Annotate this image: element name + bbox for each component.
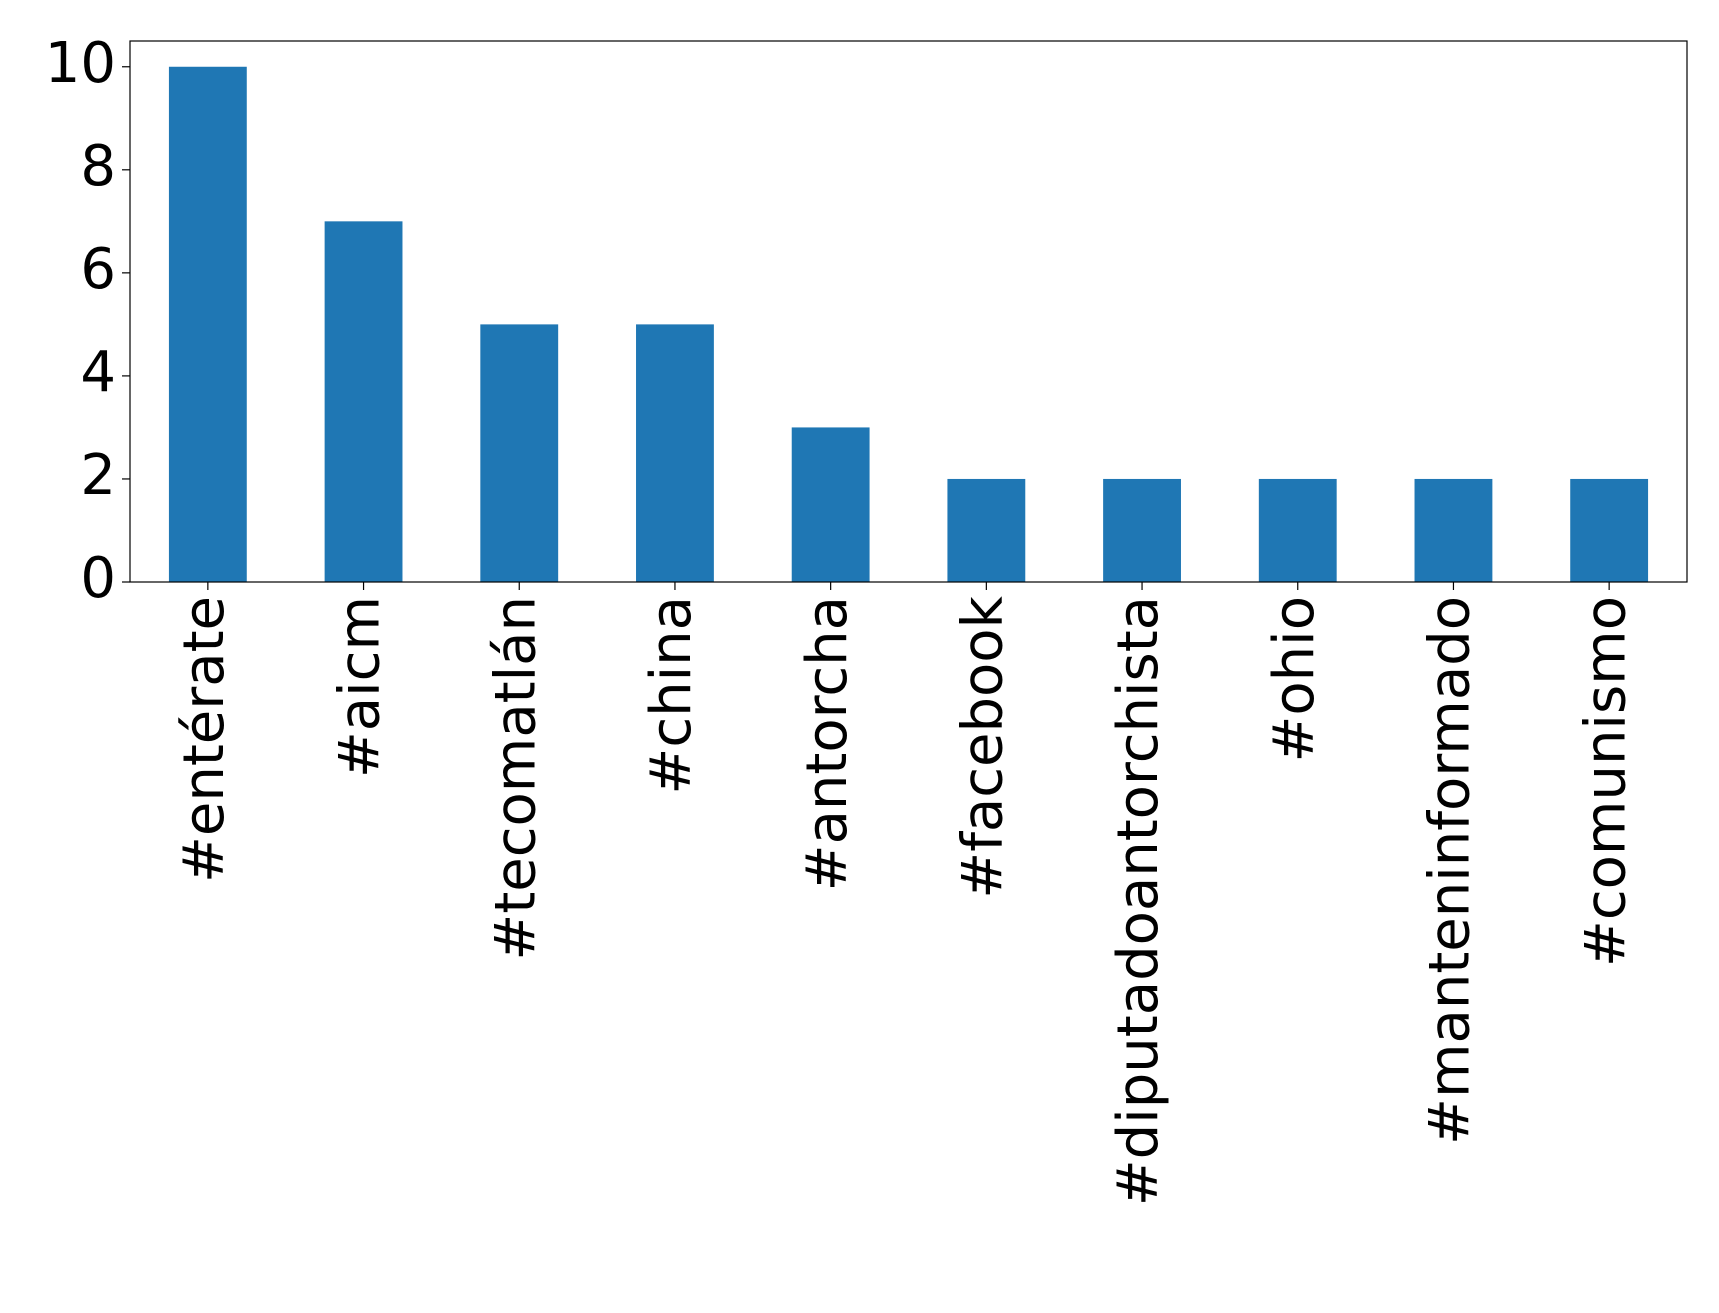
bar [168, 66, 247, 582]
bar [324, 221, 403, 583]
x-tick-label: #entérate [172, 596, 237, 883]
bar [636, 324, 714, 582]
bar [947, 478, 1026, 582]
plot-frame [129, 40, 1688, 583]
x-tick-label: #ohio [1262, 596, 1327, 763]
bar [1570, 478, 1649, 582]
x-tick-label: #china [639, 596, 704, 795]
bar [480, 324, 559, 582]
x-tick-label: #aicm [328, 596, 393, 778]
y-tick-label: 4 [80, 340, 116, 405]
bar [1414, 478, 1493, 582]
y-tick-label: 8 [80, 134, 116, 199]
y-tick-label: 0 [80, 546, 116, 611]
bar [1258, 478, 1337, 582]
x-tick-label: #tecomatlán [483, 596, 548, 961]
x-tick-label: #manteninformado [1418, 596, 1483, 1145]
y-tick-label: 10 [45, 31, 116, 96]
y-tick-label: 6 [80, 237, 116, 302]
bar [1103, 478, 1181, 582]
x-tick-label: #facebook [950, 595, 1015, 898]
x-tick-label: #antorcha [795, 596, 860, 891]
y-tick-label: 2 [80, 443, 116, 508]
x-tick-label: #diputadoantorchista [1106, 596, 1171, 1206]
x-tick-label: #comunismo [1573, 596, 1638, 967]
bar [791, 427, 870, 582]
